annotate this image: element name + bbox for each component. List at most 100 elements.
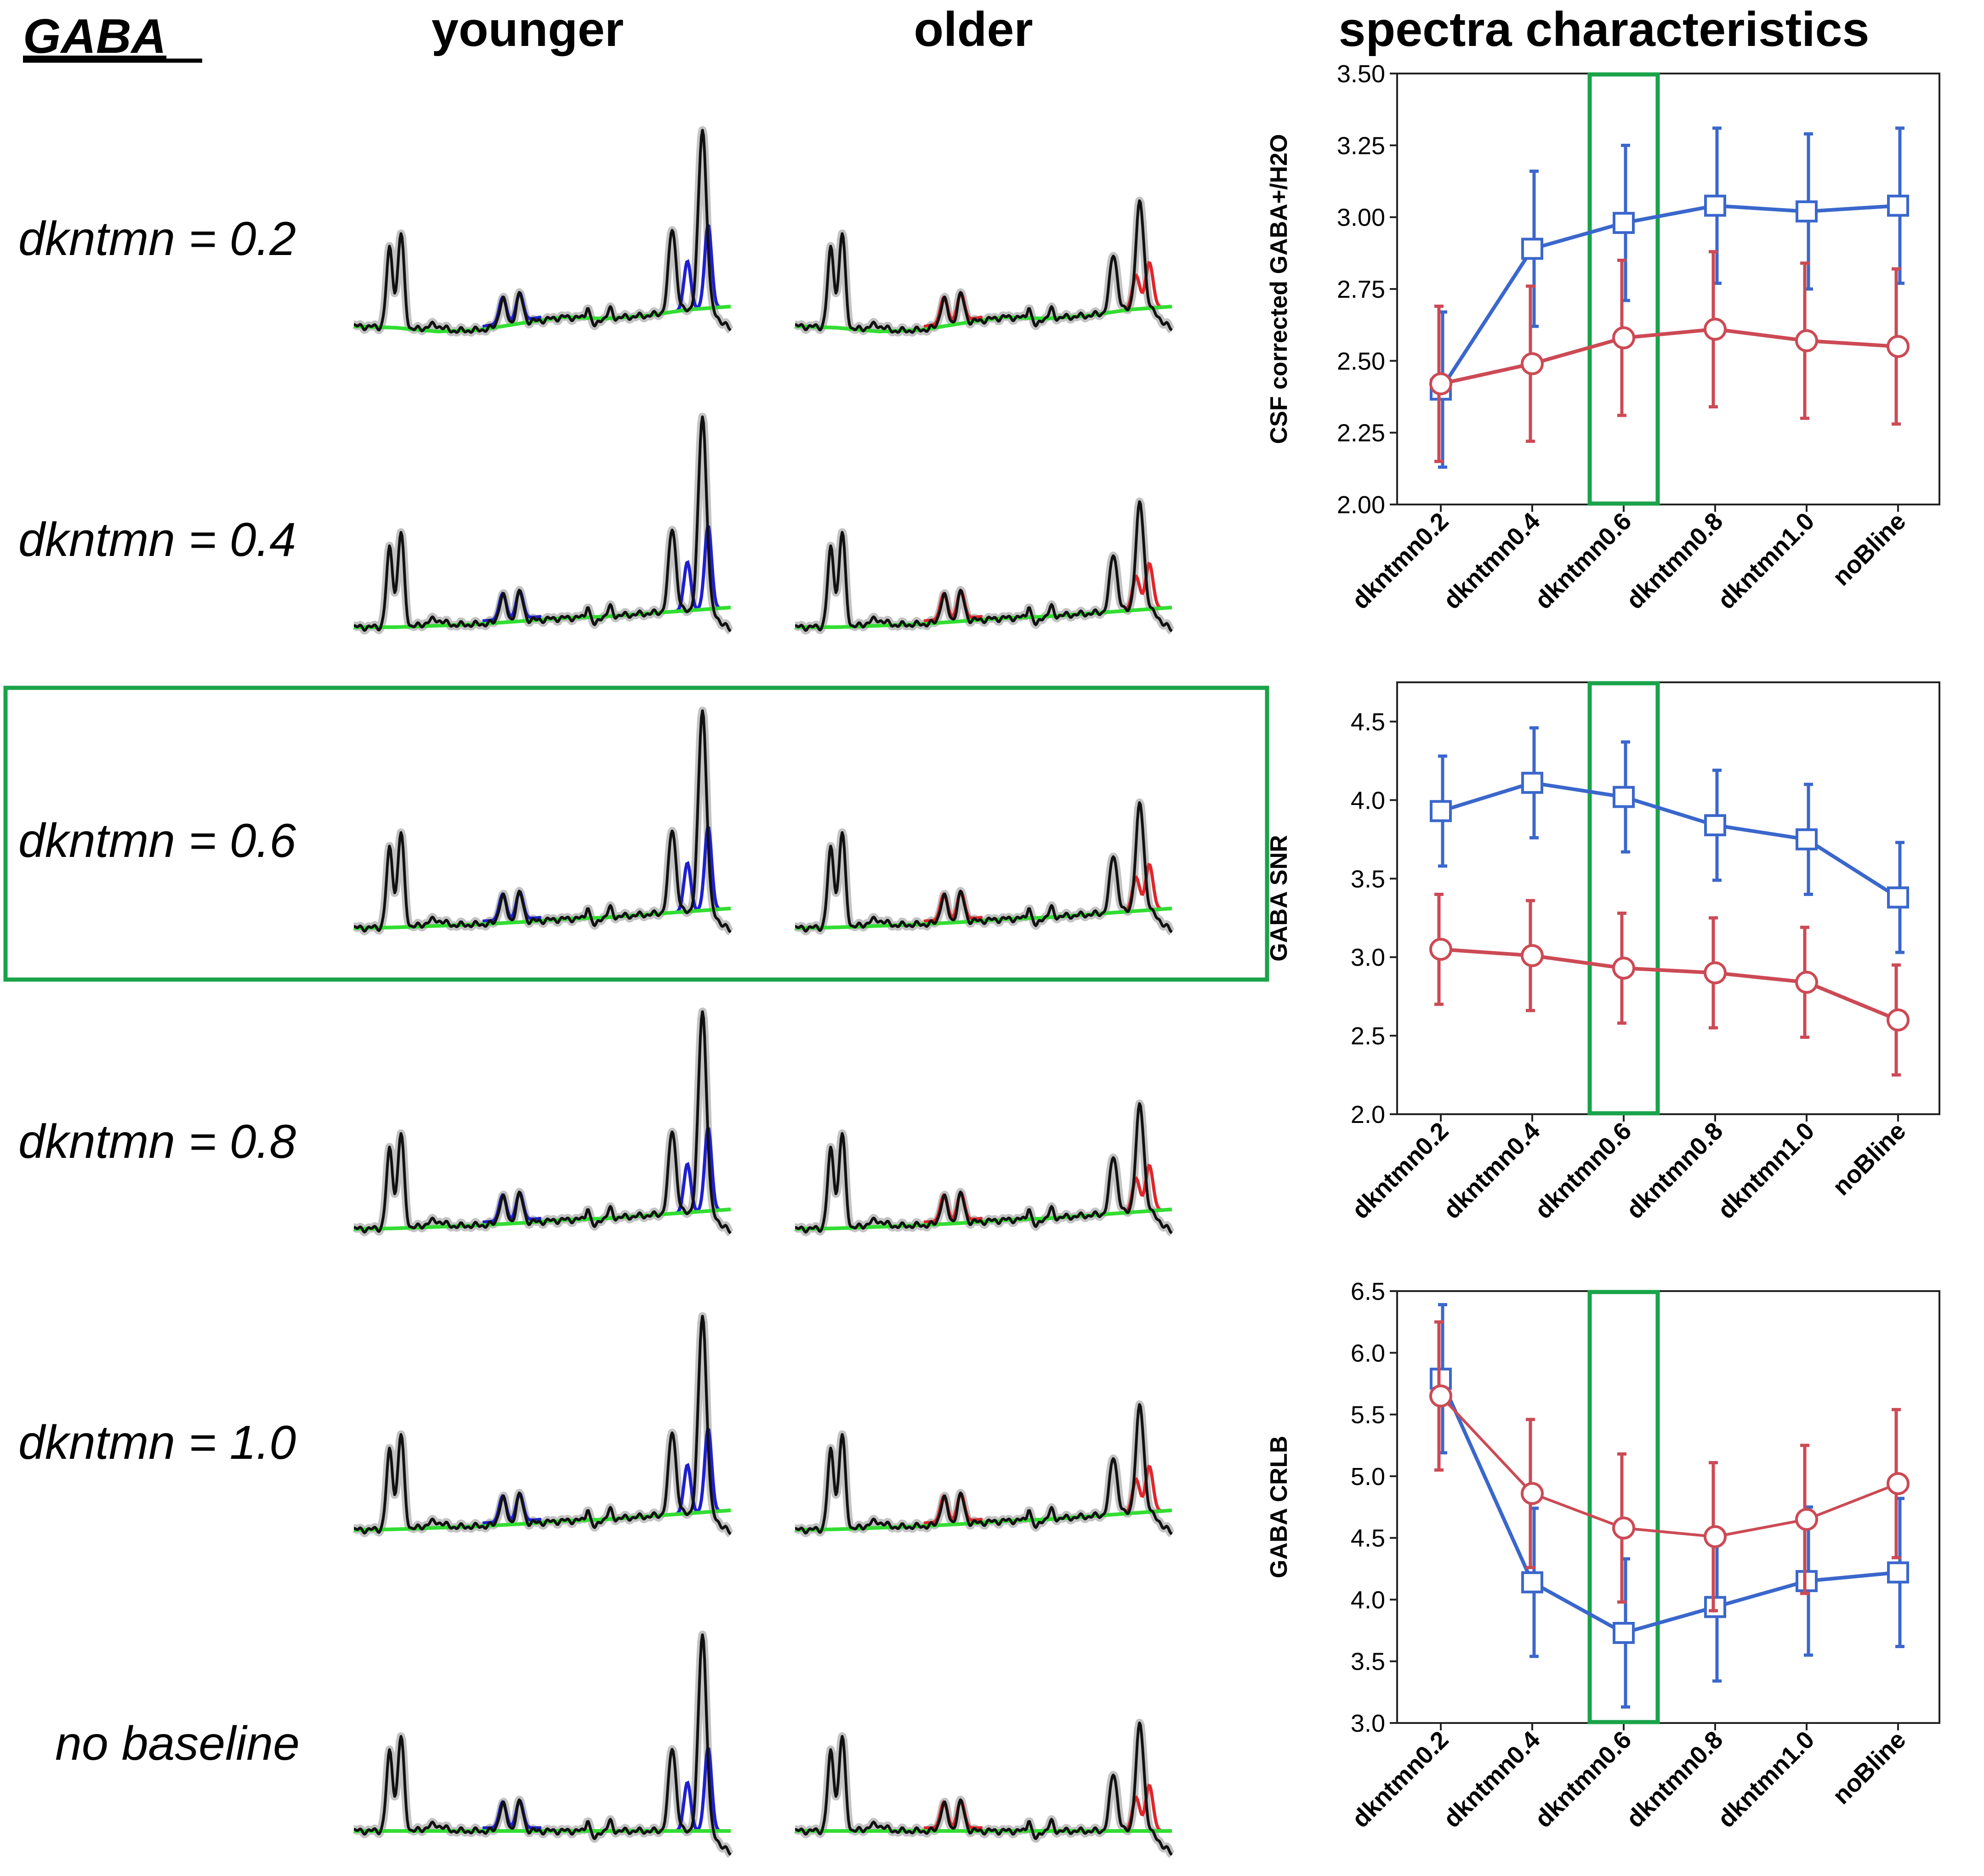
x-tick-label: dkntmn1.0 — [1712, 507, 1819, 614]
x-tick-label: dkntmn0.2 — [1347, 507, 1454, 614]
spectrum-line — [795, 801, 1173, 934]
row-label: dkntmn = 1.0 — [18, 1416, 296, 1469]
spectra-grid — [351, 126, 1175, 1858]
data-point — [1612, 1516, 1635, 1540]
data-point — [1521, 1571, 1543, 1593]
y-tick-label: 2.75 — [1337, 276, 1385, 303]
series-line — [1440, 327, 1899, 386]
x-tick-label: dkntmn1.0 — [1712, 1726, 1819, 1833]
spectrum-line — [795, 1102, 1173, 1235]
data-point — [1429, 1384, 1452, 1408]
younger-series — [1430, 1303, 1909, 1709]
spectrum-envelope — [351, 1312, 734, 1537]
younger-column-header: younger — [432, 2, 624, 57]
data-point — [1613, 212, 1635, 234]
highlight-box — [1587, 1290, 1660, 1724]
data-point — [1704, 961, 1727, 985]
younger-spectrum-panel — [351, 1312, 734, 1537]
y-axis-label: CSF corrected GABA+/H2O — [1266, 134, 1292, 444]
data-point — [1887, 1561, 1909, 1584]
data-point — [1795, 970, 1818, 994]
y-tick-label: 6.0 — [1351, 1339, 1385, 1367]
older-series — [1429, 1320, 1910, 1613]
x-tick-label: dkntmn0.8 — [1621, 507, 1728, 614]
data-point — [1612, 957, 1635, 980]
series-line — [1439, 1395, 1899, 1538]
x-tick-label: dkntmn0.6 — [1529, 1117, 1637, 1224]
baseline-line — [795, 606, 1172, 629]
x-tick-label: noBline — [1827, 507, 1911, 591]
data-point — [1429, 372, 1452, 396]
x-tick-label: dkntmn0.8 — [1621, 1117, 1728, 1224]
older-spectrum-panel — [792, 1718, 1175, 1858]
spectra-characteristics-header: spectra characteristics — [1339, 2, 1870, 57]
younger-spectrum-panel — [351, 413, 734, 635]
data-point — [1887, 335, 1910, 358]
plot-frame — [1396, 73, 1940, 505]
gaba-fit-line — [483, 1799, 541, 1830]
metabolite-title: GABA — [23, 9, 166, 63]
older-spectrum-panel — [792, 196, 1175, 337]
younger-series — [1430, 726, 1909, 954]
spectrum-line — [353, 1315, 732, 1536]
data-point — [1795, 1508, 1818, 1531]
y-tick-label: 4.0 — [1351, 1586, 1385, 1614]
y-tick-label: 3.50 — [1337, 60, 1385, 88]
younger-spectrum-panel — [351, 1631, 734, 1858]
x-tick-label: dkntmn0.8 — [1621, 1726, 1728, 1833]
data-point — [1704, 194, 1726, 217]
spectrum-line — [353, 129, 732, 334]
older-spectrum-panel — [792, 1099, 1175, 1236]
gaba-crlb-chart: 3.03.54.04.55.05.56.06.5dkntmn0.2dkntmn0… — [1266, 1278, 1940, 1833]
row-labels: dkntmn = 0.2 dkntmn = 0.4 dkntmn = 0.6 d… — [18, 212, 300, 1770]
x-tick-label: dkntmn0.6 — [1529, 1726, 1637, 1833]
plot-frame — [1396, 1290, 1940, 1724]
data-point — [1429, 938, 1452, 961]
x-tick-label: dkntmn1.0 — [1712, 1117, 1819, 1224]
y-tick-label: 4.0 — [1351, 787, 1385, 814]
data-point — [1796, 200, 1818, 223]
y-tick-label: 5.5 — [1351, 1401, 1385, 1429]
x-tick-label: dkntmn0.2 — [1347, 1117, 1454, 1224]
data-point — [1521, 944, 1544, 967]
data-point — [1887, 1008, 1910, 1032]
highlight-box — [1587, 72, 1660, 506]
y-tick-label: 4.5 — [1351, 708, 1385, 736]
younger-spectrum-panel — [351, 126, 734, 337]
highlighted-row-box — [3, 686, 1269, 982]
row-label: dkntmn = 0.4 — [18, 513, 296, 567]
spectrum-line — [353, 709, 732, 934]
baseline-line — [795, 1207, 1172, 1231]
spectrum-line — [353, 1010, 732, 1235]
row-label: no baseline — [55, 1717, 300, 1770]
plot-frame — [1396, 681, 1940, 1115]
older-series — [1429, 250, 1910, 463]
data-point — [1887, 194, 1909, 217]
baseline-line — [795, 305, 1172, 334]
spectrum-line — [353, 1633, 732, 1856]
y-tick-label: 4.5 — [1351, 1525, 1385, 1552]
baseline-line — [795, 1508, 1172, 1532]
gaba-snr-chart: 2.02.53.03.54.04.5dkntmn0.2dkntmn0.4dknt… — [1266, 681, 1940, 1224]
baseline-line — [795, 907, 1172, 930]
y-tick-label: 2.5 — [1351, 1022, 1385, 1050]
x-tick-label: dkntmn0.6 — [1529, 507, 1637, 614]
y-tick-label: 5.0 — [1351, 1463, 1385, 1491]
baseline-line — [353, 305, 731, 334]
data-point — [1796, 828, 1818, 850]
baseline-line — [354, 606, 731, 629]
data-point — [1795, 329, 1818, 352]
highlight-box — [1587, 681, 1660, 1116]
data-point — [1887, 1472, 1910, 1495]
y-tick-label: 2.25 — [1337, 419, 1385, 447]
x-tick-label: dkntmn0.4 — [1438, 1726, 1545, 1833]
data-point — [1521, 771, 1543, 794]
data-point — [1521, 238, 1543, 260]
spectrum-line — [795, 199, 1173, 334]
x-tick-label: dkntmn0.2 — [1347, 1726, 1454, 1833]
y-tick-label: 3.0 — [1351, 1710, 1385, 1737]
y-tick-label: 3.5 — [1351, 1648, 1385, 1676]
spectrum-envelope — [351, 1007, 734, 1236]
baseline-line — [354, 907, 731, 930]
